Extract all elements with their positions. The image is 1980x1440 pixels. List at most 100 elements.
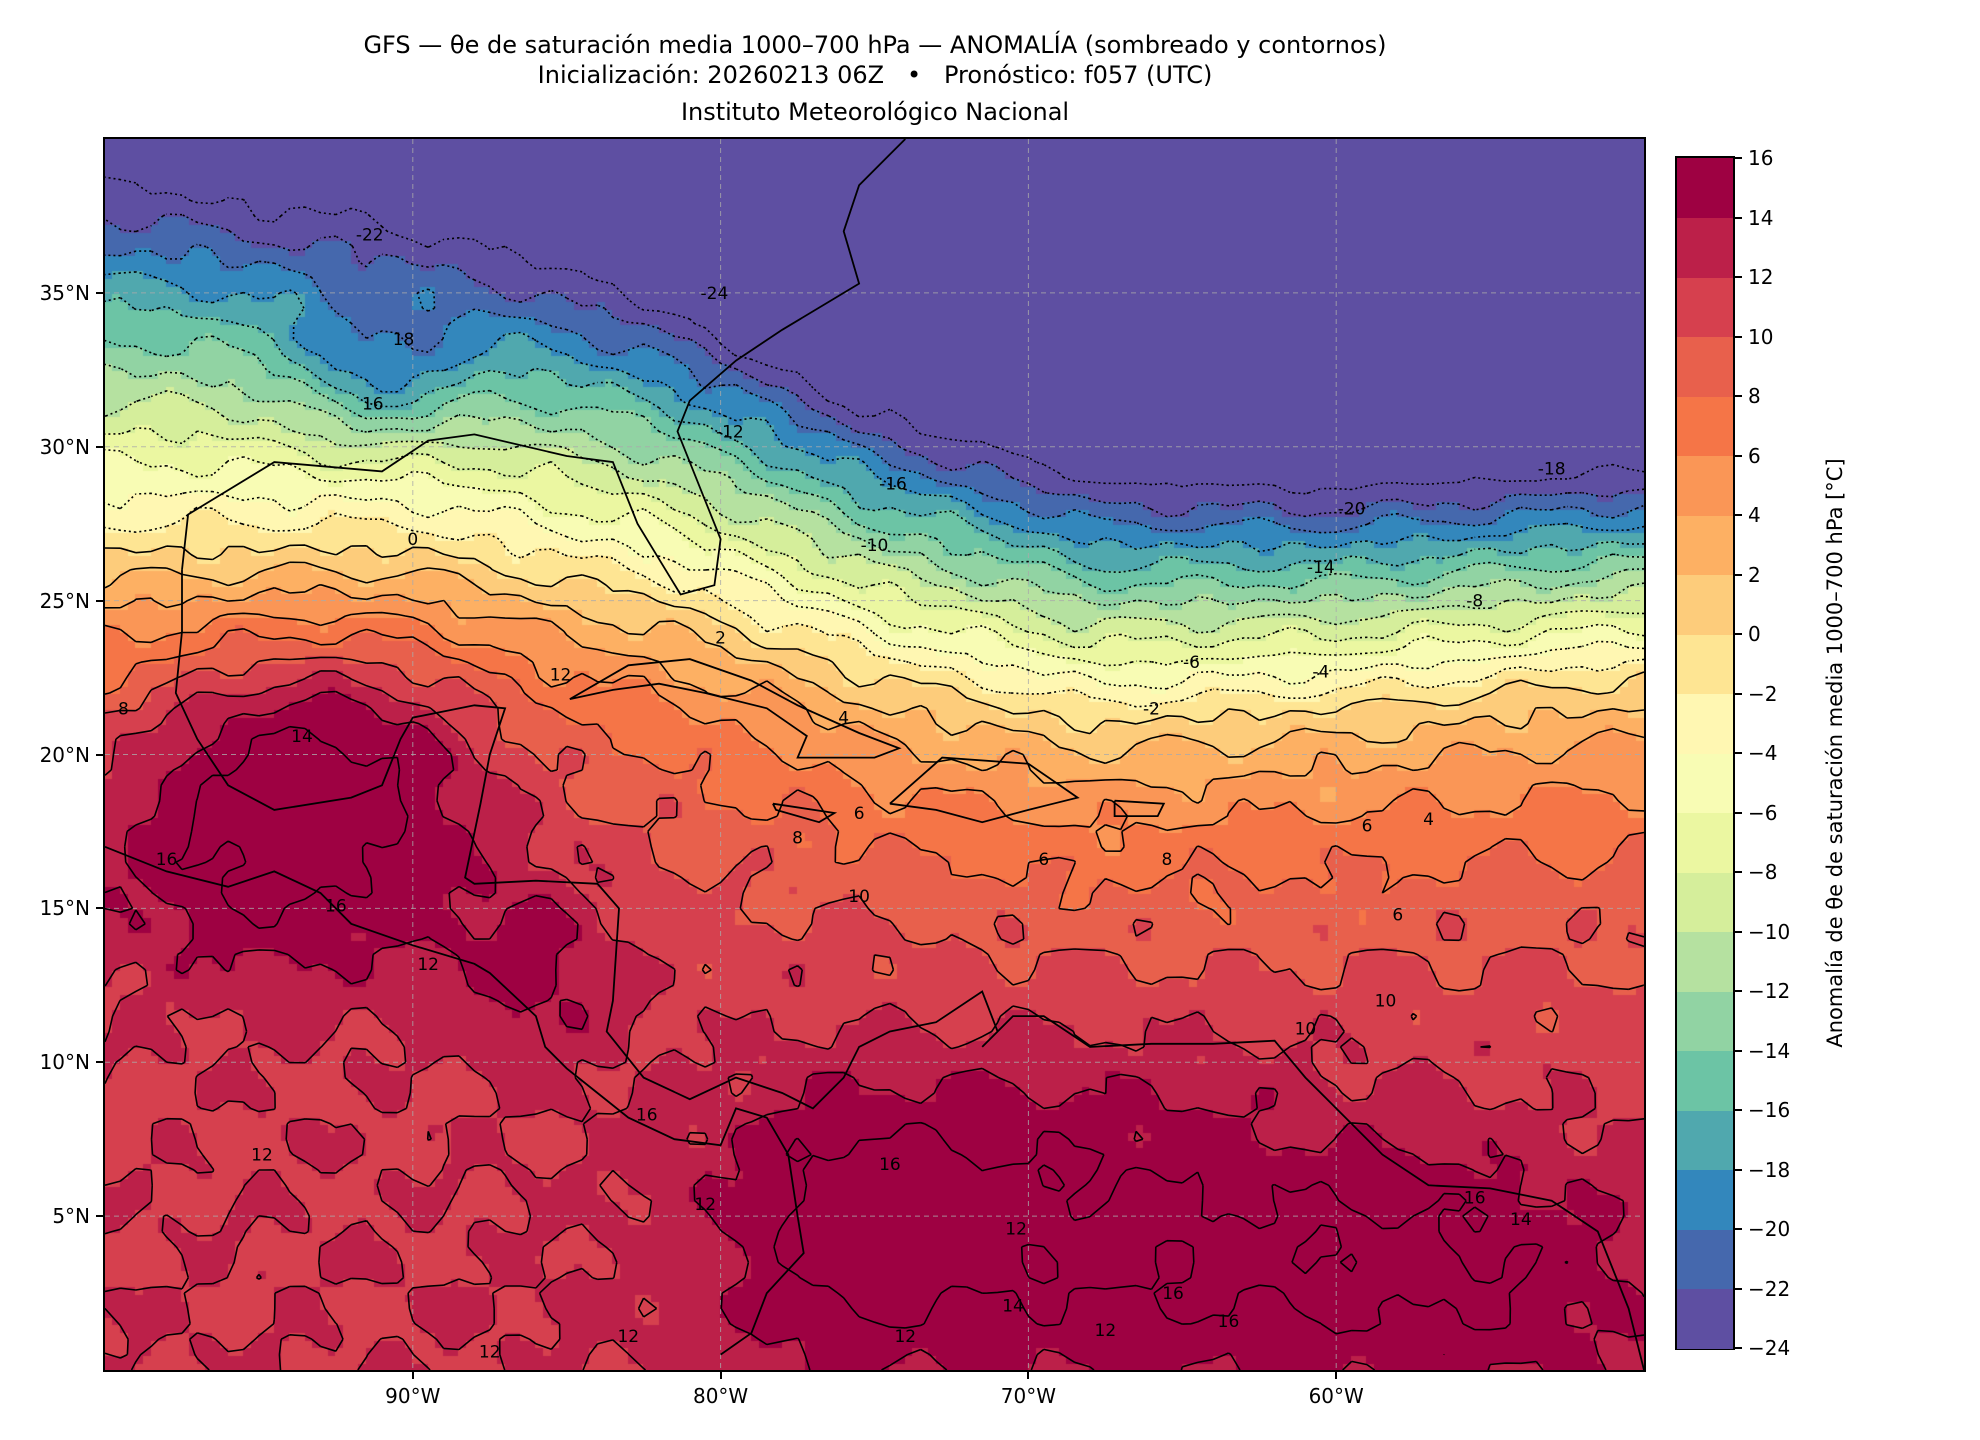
contour-line — [105, 670, 1644, 1370]
colorbar-bin — [1677, 1050, 1733, 1111]
contour-line — [105, 584, 1644, 804]
contour-line — [105, 561, 1644, 765]
contour-line — [105, 213, 1644, 518]
contour-label: 6 — [1392, 906, 1403, 926]
colorbar-bin — [1677, 217, 1733, 278]
contour-label: 12 — [479, 1343, 501, 1363]
x-tick-label: 70°W — [1000, 1384, 1057, 1408]
y-tick-label: 10°N — [39, 1050, 90, 1075]
contour-label: 10 — [1375, 992, 1397, 1012]
x-tick-label: 80°W — [692, 1384, 749, 1408]
colorbar-tick-mark — [1735, 692, 1742, 695]
colorbar-bin — [1677, 455, 1733, 516]
y-tick-label: 5°N — [52, 1204, 90, 1229]
contour-label: 12 — [251, 1146, 273, 1166]
contour-label: 4 — [1423, 810, 1434, 830]
colorbar-tick-label: −6 — [1748, 800, 1778, 825]
colorbar-tick-mark — [1735, 1049, 1742, 1052]
y-tick-label: 15°N — [39, 896, 90, 921]
colorbar-tick-label: −18 — [1748, 1157, 1791, 1182]
colorbar-tick-label: 10 — [1748, 324, 1774, 349]
contour-label: 14 — [291, 727, 313, 747]
coastline — [889, 756, 1080, 824]
contour-label: 18 — [393, 330, 415, 350]
contour-label: 14 — [1510, 1210, 1532, 1230]
contour-line — [105, 271, 1644, 553]
coastline — [1113, 799, 1166, 817]
colorbar-tick-label: 2 — [1748, 562, 1761, 587]
colorbar-tick-label: 0 — [1748, 622, 1761, 646]
coastline — [181, 139, 906, 596]
colorbar-bin — [1677, 1169, 1733, 1230]
contour-label: -2 — [1143, 699, 1160, 719]
y-tick-label: 30°N — [39, 434, 90, 459]
title-line-1: GFS — θe de saturación media 1000–700 hP… — [363, 31, 1387, 59]
x-tick-mark — [1027, 1372, 1030, 1379]
colorbar-tick-label: 14 — [1748, 205, 1774, 230]
contour-label: 16 — [156, 850, 178, 870]
contour-label: -16 — [879, 475, 907, 495]
colorbar-tick-mark — [1735, 157, 1742, 159]
colorbar-tick-mark — [1735, 216, 1742, 219]
contour-label: -6 — [1183, 653, 1200, 673]
colorbar-tick-label: 8 — [1748, 384, 1761, 408]
y-tick-mark — [96, 907, 103, 910]
colorbar-tick-mark — [1735, 454, 1742, 457]
contour-label: -12 — [716, 422, 744, 442]
contour-label: -24 — [701, 284, 729, 304]
contour-line — [175, 725, 1569, 1356]
contour-line — [105, 611, 1644, 852]
contour-label: 8 — [1161, 850, 1172, 870]
colorbar-bin — [1677, 515, 1733, 575]
contour-label: -10 — [861, 536, 889, 556]
colorbar-tick-mark — [1735, 1347, 1742, 1349]
contour-line — [105, 506, 1644, 708]
title-line-2: Inicialización: 20260213 06Z • Pronóstic… — [537, 61, 1213, 89]
colorbar-tick-label: −2 — [1748, 681, 1778, 706]
colorbar-bin — [1677, 991, 1733, 1051]
colorbar-bin — [1677, 158, 1733, 218]
contour-label: 8 — [118, 699, 129, 719]
colorbar-tick-mark — [1735, 1109, 1742, 1111]
contour-label: 12 — [1005, 1219, 1027, 1239]
colorbar-tick-mark — [1735, 811, 1742, 814]
colorbar-bin — [1677, 931, 1733, 992]
x-tick-label: 90°W — [385, 1384, 441, 1408]
colorbar-bin — [1677, 277, 1733, 337]
colorbar-tick-mark — [1735, 1228, 1742, 1230]
x-tick-mark — [1335, 1372, 1338, 1379]
contour-label: -22 — [356, 225, 384, 245]
contour-line — [105, 656, 1644, 1033]
y-tick-label: 35°N — [39, 280, 90, 305]
colorbar-tick-mark — [1735, 633, 1742, 635]
colorbar-tick-mark — [1735, 1168, 1742, 1171]
contour-label: 16 — [879, 1155, 901, 1175]
colorbar-tick-label: −12 — [1748, 979, 1791, 1003]
colorbar-bin — [1677, 753, 1733, 813]
contour-line — [105, 490, 1644, 690]
colorbar-bin — [1677, 396, 1733, 456]
colorbar-tick-mark — [1735, 395, 1742, 397]
contour-label: 16 — [362, 395, 384, 415]
contour-label: -8 — [1466, 592, 1483, 612]
coastline — [772, 802, 838, 824]
map-plot-area: -22 -24 18 16 -12 -16 -20 -18 -10 -14 0 -8 2 -6 -4 -2 12… — [103, 137, 1646, 1372]
contour-label: 6 — [854, 804, 865, 824]
contour-line — [105, 243, 1644, 534]
contour-line — [105, 426, 1644, 649]
contour-label: 12 — [550, 665, 572, 685]
colorbar-tick-label: −24 — [1748, 1336, 1791, 1360]
colorbar — [1675, 156, 1735, 1350]
colorbar-tick-label: −22 — [1748, 1276, 1791, 1301]
contour-label: 12 — [617, 1327, 639, 1347]
contour-line — [105, 628, 1644, 926]
contour-label: 16 — [1162, 1284, 1184, 1304]
contour-line — [105, 335, 1644, 593]
colorbar-tick-mark — [1735, 871, 1742, 873]
contour-label: -4 — [1312, 662, 1329, 682]
colorbar-tick-mark — [1735, 514, 1742, 516]
contour-line — [105, 448, 1644, 667]
contour-line — [105, 690, 1644, 1370]
contour-label: 6 — [1362, 816, 1373, 836]
y-tick-mark — [96, 1061, 103, 1064]
